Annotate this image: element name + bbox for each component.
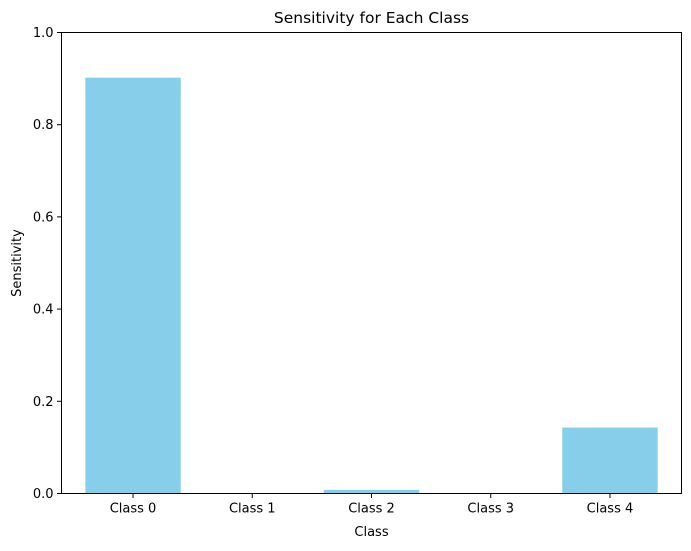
x-tick-label: Class 0 — [110, 502, 157, 517]
x-tick-label: Class 1 — [229, 502, 276, 517]
y-tick-label: 0.0 — [33, 487, 54, 502]
y-tick-label: 0.8 — [33, 118, 54, 133]
x-tick-label: Class 4 — [587, 502, 634, 517]
y-tick-label: 0.2 — [33, 395, 54, 410]
x-axis-label: Class — [354, 525, 388, 540]
y-tick-label: 0.4 — [33, 303, 54, 318]
y-axis: 0.0 0.2 0.4 0.6 0.8 1.0 — [33, 26, 62, 502]
bar-class-0 — [85, 77, 181, 494]
y-tick-label: 0.6 — [33, 210, 54, 225]
y-axis-label: Sensitivity — [10, 229, 25, 297]
chart-title: Sensitivity for Each Class — [274, 9, 469, 27]
bar-class-4 — [562, 427, 658, 494]
x-axis: Class 0 Class 1 Class 2 Class 3 Class 4 — [110, 493, 634, 517]
x-tick-label: Class 2 — [348, 502, 395, 517]
bar-class-2 — [323, 489, 420, 494]
y-tick-label: 1.0 — [33, 26, 54, 41]
bars-layer — [85, 77, 658, 494]
x-tick-label: Class 3 — [467, 502, 514, 517]
